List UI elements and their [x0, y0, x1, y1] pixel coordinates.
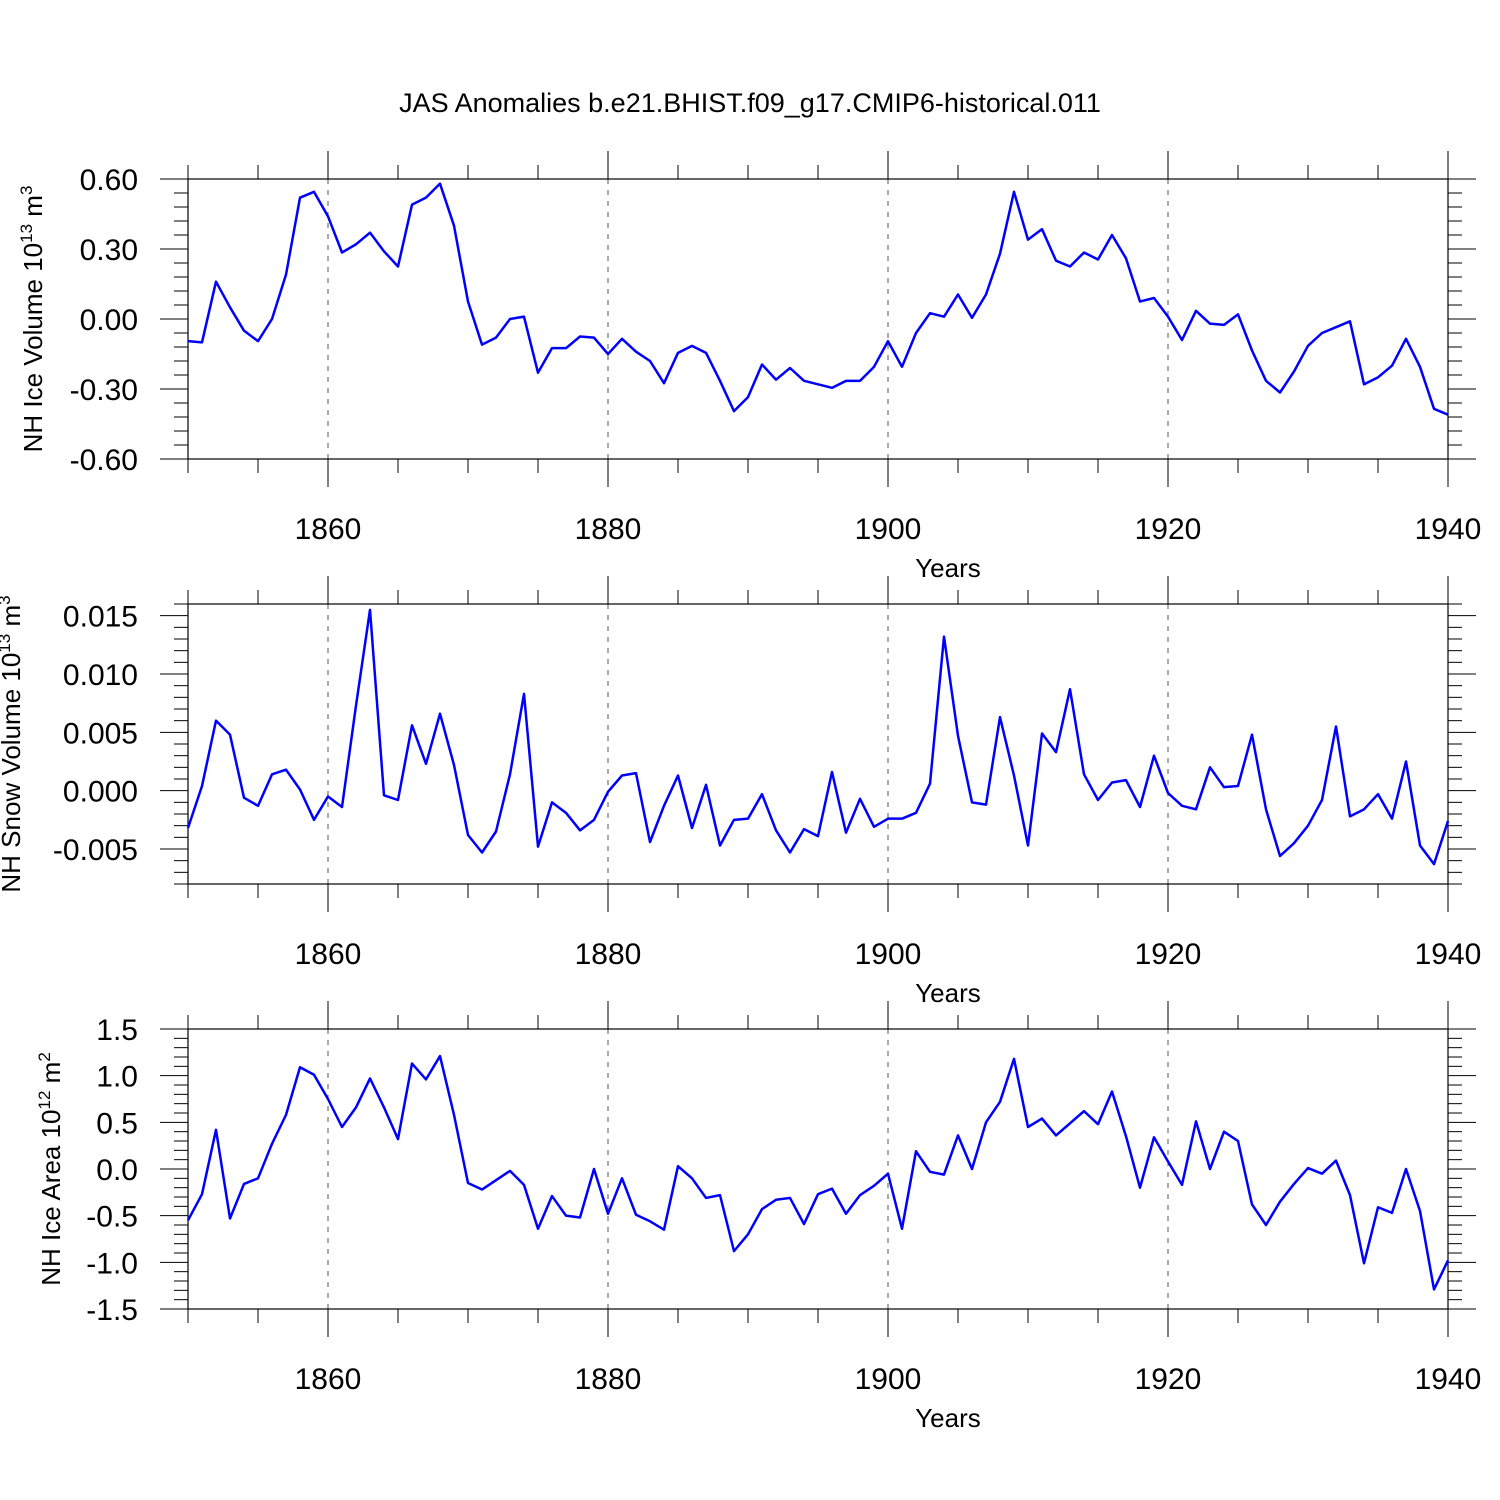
y-axis-label: NH Ice Area 1012 m2	[35, 1052, 66, 1286]
y-tick-label: 0.00	[80, 304, 138, 337]
x-tick-label: 1860	[295, 1363, 362, 1396]
panel-2: 1860 1880 1900 1920 1940 Years -0.005 0.000 0.00…	[0, 576, 1481, 1008]
x-tick-label: 1900	[855, 513, 922, 546]
x-tick-label: 1920	[1135, 938, 1202, 971]
plot-frame	[187, 603, 1449, 885]
y-tick-label: 0.0	[96, 1154, 138, 1187]
x-tick-label: 1900	[855, 1363, 922, 1396]
panel-1: 1860 1880 1900 1920 1940 Years -0.60 -0.30 0.00 0…	[17, 151, 1481, 583]
y-tick-label: 0.30	[80, 234, 138, 267]
y-tick-label: 0.60	[80, 164, 138, 197]
x-tick-label: 1940	[1415, 938, 1482, 971]
y-tick-label: 0.005	[63, 717, 138, 750]
series-line	[186, 608, 1450, 866]
x-tick-label: 1880	[575, 513, 642, 546]
y-tick-label: -0.5	[86, 1201, 138, 1234]
y-axis-label: NH Snow Volume 1013 m3	[0, 595, 26, 892]
x-tick-label: 1860	[295, 938, 362, 971]
x-axis-label: Years	[915, 1403, 981, 1433]
y-tick-label: 0.5	[96, 1107, 138, 1140]
y-axis-label: NH Ice Volume 1013 m3	[17, 186, 48, 453]
x-axis-label: Years	[915, 553, 981, 583]
x-tick-label: 1920	[1135, 513, 1202, 546]
plot-frame	[187, 1028, 1449, 1310]
y-tick-label: 0.010	[63, 659, 138, 692]
y-tick-label: 1.5	[96, 1014, 138, 1047]
x-tick-label: 1880	[575, 938, 642, 971]
y-tick-label: 0.015	[63, 601, 138, 634]
y-tick-label: -0.30	[70, 374, 138, 407]
y-tick-label: -1.5	[86, 1294, 138, 1327]
x-tick-label: 1940	[1415, 513, 1482, 546]
y-tick-label: 0.000	[63, 776, 138, 809]
x-tick-label: 1900	[855, 938, 922, 971]
x-tick-label: 1860	[295, 513, 362, 546]
panel-3: 1860 1880 1900 1920 1940 Years -1.5 -1.0 -0.5 0.0…	[35, 1001, 1481, 1433]
x-axis-label: Years	[915, 978, 981, 1008]
x-tick-label: 1880	[575, 1363, 642, 1396]
y-tick-label: -0.005	[53, 834, 138, 867]
y-tick-label: -0.60	[70, 444, 138, 477]
series-line	[186, 1054, 1450, 1291]
x-tick-label: 1920	[1135, 1363, 1202, 1396]
plot-frame	[187, 178, 1449, 460]
y-tick-label: 1.0	[96, 1061, 138, 1094]
chart-title: JAS Anomalies b.e21.BHIST.f09_g17.CMIP6-…	[399, 88, 1101, 118]
x-tick-label: 1940	[1415, 1363, 1482, 1396]
y-tick-label: -1.0	[86, 1247, 138, 1280]
series-line	[187, 182, 1449, 416]
